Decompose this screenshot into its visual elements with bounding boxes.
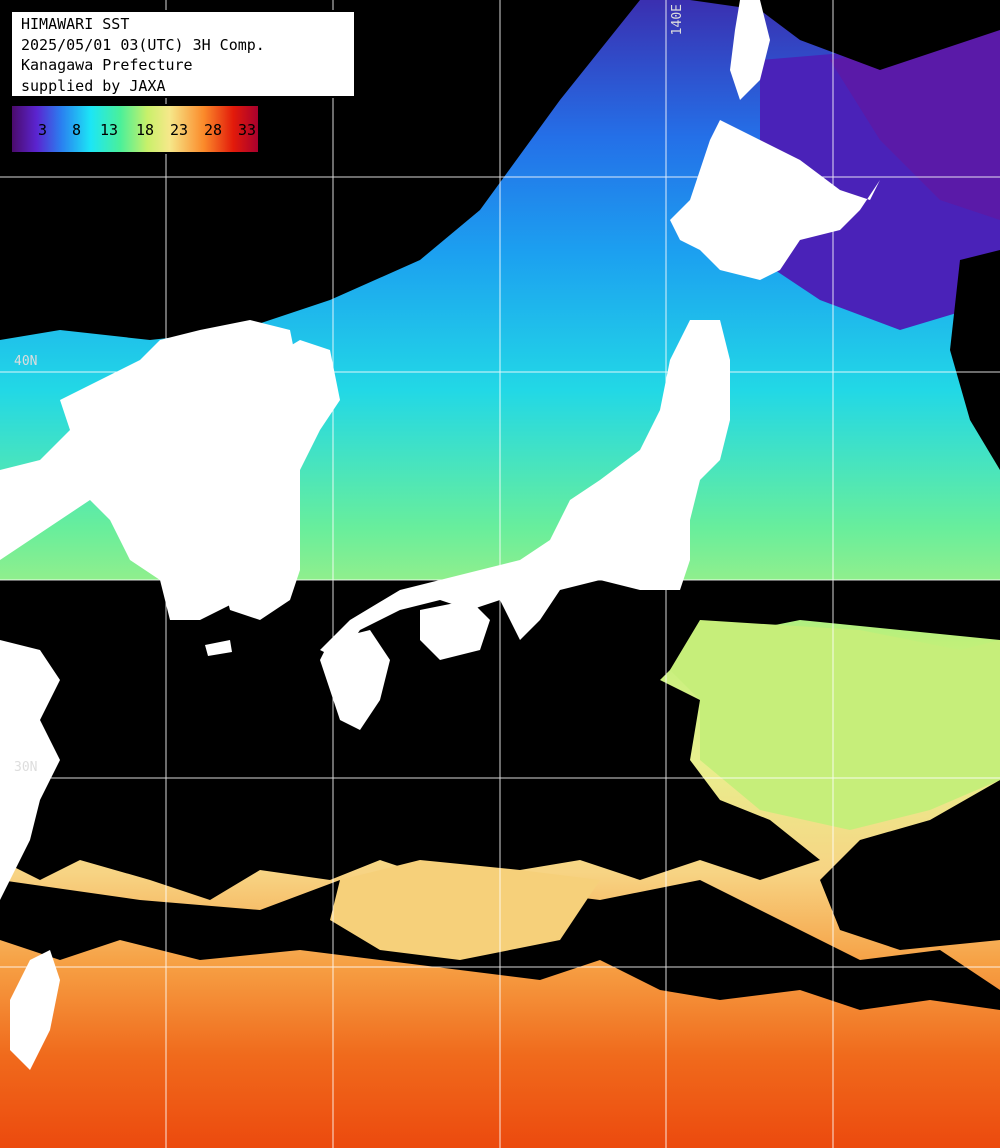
land-taiwan	[10, 950, 60, 1070]
info-box: HIMAWARI SST 2025/05/01 03(UTC) 3H Comp.…	[10, 10, 356, 98]
land-china-coast	[0, 640, 60, 900]
legend-tick: 13	[100, 121, 119, 139]
land-hokkaido	[670, 120, 880, 280]
legend-tick: 3	[38, 121, 48, 139]
meridian-label-140e: 140E	[670, 4, 685, 36]
land-korea-peninsula	[210, 340, 340, 620]
land-sakhalin	[730, 0, 770, 100]
legend-tick: 28	[204, 121, 223, 139]
legend-tick: 33	[238, 121, 257, 139]
legend-tick: 18	[136, 121, 155, 139]
land-honshu	[320, 320, 730, 660]
warm-patch-south	[330, 860, 600, 960]
color-scale-legend: 3 8 13 18 23 28 33	[10, 104, 260, 154]
land-kyushu	[320, 630, 390, 730]
land-shikoku	[420, 600, 490, 660]
cloud-mask-east-mid	[820, 780, 1000, 950]
legend-tick: 8	[72, 121, 82, 139]
cloud-mask-north-east	[690, 0, 1000, 70]
land-jeju	[205, 640, 232, 656]
legend-tick: 23	[170, 121, 189, 139]
product-title: HIMAWARI SST	[21, 15, 130, 33]
cloud-mask-east	[950, 250, 1000, 470]
region-name: Kanagawa Prefecture	[21, 56, 193, 74]
latitude-label-40n: 40N	[14, 354, 38, 369]
north-purple-strip	[830, 30, 1000, 220]
latitude-label-30n: 30N	[14, 760, 38, 775]
data-credit: supplied by JAXA	[21, 76, 166, 95]
timestamp: 2025/05/01 03(UTC) 3H Comp.	[21, 35, 265, 54]
